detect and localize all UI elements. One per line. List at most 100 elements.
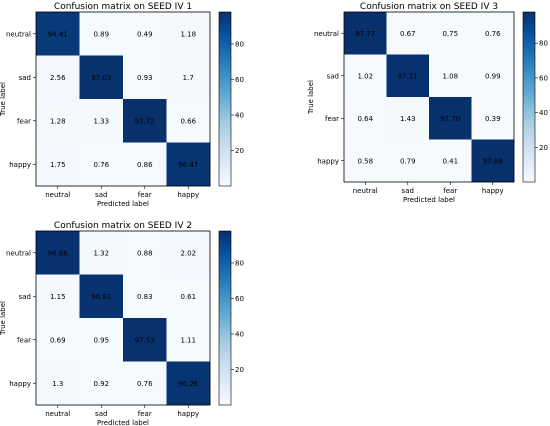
heatmap-cell — [123, 12, 167, 56]
colorbar — [218, 11, 232, 187]
cell-value-label: 0.76 — [485, 30, 501, 38]
cell-value-label: 97.03 — [91, 74, 111, 82]
heatmap-cell — [386, 97, 430, 140]
cell-value-label: 0.58 — [357, 157, 373, 165]
y-axis-label: True label — [0, 301, 7, 336]
heatmap-cell — [471, 97, 515, 140]
cell-value-label: 96.26 — [178, 380, 199, 388]
colorbar-tick-label: 60 — [235, 295, 244, 303]
x-axis-label: Predicted label — [97, 200, 149, 208]
heatmap-cell — [344, 97, 387, 140]
heatmap-cell — [79, 274, 124, 319]
cell-value-label: 97.77 — [355, 30, 375, 38]
colorbar-tick-label: 40 — [235, 111, 244, 119]
cell-value-label: 97.70 — [440, 115, 460, 123]
cell-value-label: 1.3 — [52, 380, 63, 388]
heatmap-cell — [429, 97, 472, 140]
heatmap-cell — [344, 12, 387, 55]
heatmap-cell — [123, 142, 167, 187]
cell-value-label: 0.69 — [50, 336, 66, 344]
heatmap-cell — [166, 361, 211, 406]
heatmap-cell — [344, 54, 387, 98]
heatmap-cell — [166, 12, 211, 56]
y-tick-label: happy — [317, 157, 339, 165]
colorbar-tick-label: 20 — [235, 147, 244, 155]
y-tick-label: sad — [19, 293, 31, 301]
heatmap-cell — [166, 231, 211, 275]
cell-value-label: 0.88 — [137, 249, 153, 257]
colorbar-tick-label: 40 — [235, 330, 244, 338]
heatmap-cell — [123, 274, 167, 319]
cell-value-label: 0.64 — [357, 115, 373, 123]
y-tick-label: fear — [17, 336, 31, 344]
y-axis-label: True label — [307, 80, 315, 115]
cell-value-label: 2.02 — [180, 249, 196, 257]
colorbar-tick-label: 80 — [235, 259, 244, 267]
x-tick-label: sad — [95, 191, 107, 199]
colorbar-tick-label: 60 — [235, 76, 244, 84]
x-tick-label: neutral — [45, 410, 70, 418]
colorbar-tick-label: 60 — [539, 74, 548, 82]
cell-value-label: 1.11 — [180, 336, 196, 344]
cell-value-label: 0.76 — [137, 380, 153, 388]
cell-value-label: 0.49 — [137, 30, 153, 38]
x-tick-label: happy — [482, 187, 504, 195]
cell-value-label: 0.66 — [180, 117, 196, 125]
cell-value-label: 0.76 — [93, 161, 109, 169]
x-tick-label: neutral — [45, 191, 70, 199]
cell-value-label: 0.67 — [400, 30, 416, 38]
cell-value-label: 1.18 — [180, 30, 196, 38]
heatmap-cell — [79, 318, 124, 362]
heatmap-cell — [36, 55, 80, 100]
heatmap-cell — [166, 55, 211, 100]
cell-value-label: 0.75 — [442, 30, 458, 38]
heatmap-cell — [166, 318, 211, 362]
cell-value-label: 0.99 — [485, 72, 501, 80]
colorbar-tick-label: 20 — [539, 144, 548, 152]
heatmap-cell — [36, 12, 80, 56]
colorbar — [522, 11, 536, 183]
y-tick-label: fear — [17, 117, 31, 125]
y-tick-label: fear — [325, 115, 339, 123]
heatmap-cell — [166, 142, 211, 187]
confusion-matrix-1: Confusion matrix on SEED IV 1 94.41 0.89 0.… — [0, 2, 244, 208]
plot-frame — [35, 11, 211, 187]
cell-value-label: 97.72 — [135, 117, 155, 125]
plot-frame — [343, 11, 515, 183]
x-tick-label: fear — [138, 410, 152, 418]
y-tick-label: sad — [19, 74, 31, 82]
cell-value-label: 1.7 — [183, 74, 194, 82]
heatmap-cell — [79, 231, 124, 275]
x-tick-label: fear — [138, 191, 152, 199]
colorbar-tick-label: 40 — [539, 109, 548, 117]
cell-value-label: 1.08 — [442, 72, 458, 80]
heatmap-cell — [429, 54, 472, 98]
heatmap-cell — [471, 139, 515, 183]
cell-value-label: 1.33 — [93, 117, 109, 125]
heatmap-cell — [471, 12, 515, 55]
heatmap-cell — [123, 55, 167, 100]
cell-value-label: 0.93 — [137, 74, 153, 82]
chart-title: Confusion matrix on SEED IV 2 — [54, 221, 192, 231]
x-tick-label: sad — [402, 187, 414, 195]
cell-value-label: 96.47 — [178, 161, 198, 169]
colorbar-tick-label: 20 — [235, 366, 244, 374]
y-axis-label: True label — [0, 82, 7, 117]
heatmap-cell — [79, 99, 124, 143]
cell-value-label: 0.89 — [93, 30, 109, 38]
heatmap-cell — [36, 361, 80, 406]
y-tick-label: sad — [327, 72, 339, 80]
heatmap-cell — [429, 12, 472, 55]
confusion-matrix-2: Confusion matrix on SEED IV 3 97.77 0.67 0.… — [307, 2, 548, 204]
cell-value-label: 1.43 — [400, 115, 416, 123]
cell-value-label: 96.86 — [48, 249, 69, 257]
heatmap-cell — [429, 139, 472, 183]
confusion-matrix-3: Confusion matrix on SEED IV 2 96.86 1.32 0.… — [0, 221, 244, 426]
y-tick-label: neutral — [6, 30, 31, 38]
colorbar — [218, 230, 232, 406]
cell-value-label: 0.92 — [93, 380, 109, 388]
heatmap-cell — [471, 54, 515, 98]
x-axis-label: Predicted label — [97, 419, 149, 426]
heatmap-cell — [36, 274, 80, 319]
